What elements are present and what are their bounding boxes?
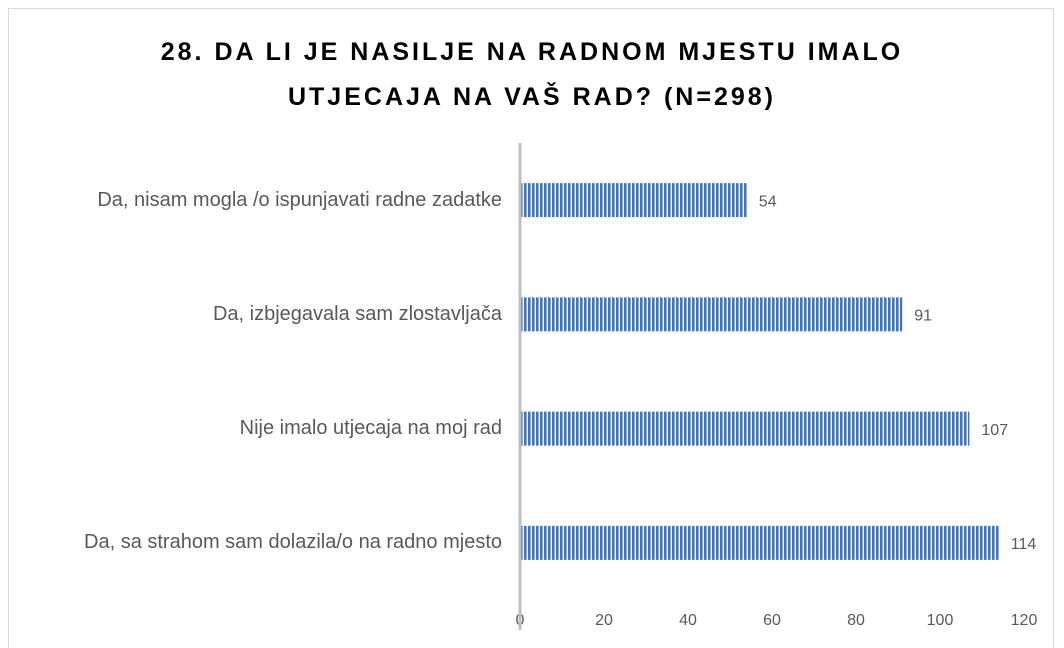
x-tick-label: 120 (1011, 612, 1038, 629)
bar (520, 297, 903, 332)
category-label: Nije imalo utjecaja na moj rad (239, 417, 502, 440)
bar (520, 525, 999, 560)
category-label: Da, izbjegavala sam zlostavljača (212, 302, 502, 325)
category-label: Da, nisam mogla /o ispunjavati radne zad… (97, 188, 502, 211)
data-label: 114 (1011, 536, 1037, 553)
x-tick-label: 20 (595, 612, 613, 629)
x-tick-label: 40 (679, 612, 697, 629)
chart-title: 28. DA LI JE NASILJE NA RADNOM MJESTU IM… (160, 38, 904, 111)
x-tick-label: 100 (927, 612, 954, 629)
x-tick-label: 80 (847, 612, 865, 629)
data-label: 91 (914, 308, 932, 325)
bar (520, 411, 970, 446)
category-label: Da, sa strahom sam dolazila/o na radno m… (84, 531, 502, 554)
bar (520, 183, 747, 218)
x-tick-label: 60 (763, 612, 781, 629)
chart-frame (8, 8, 1054, 648)
data-label: 107 (981, 422, 1008, 439)
data-label: 54 (759, 193, 777, 210)
